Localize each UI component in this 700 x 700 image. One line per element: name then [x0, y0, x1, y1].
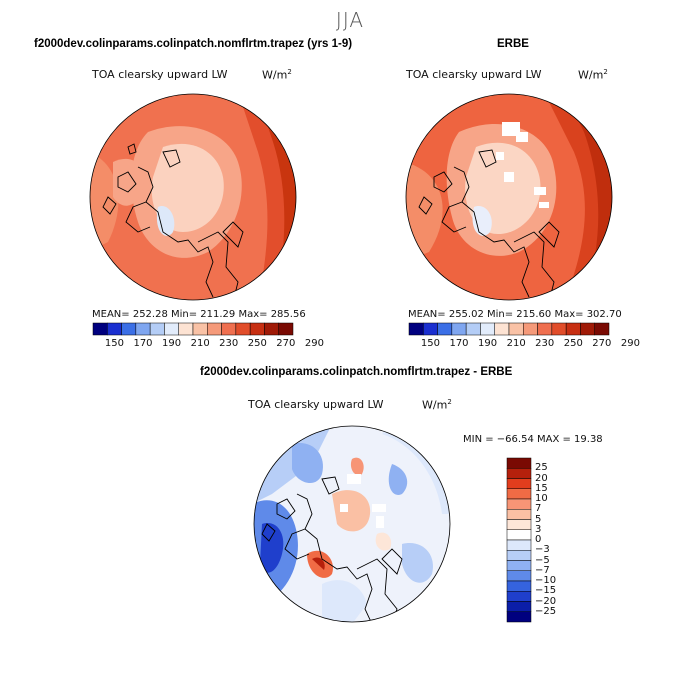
diff-colorbar-tick-label: −5	[535, 554, 550, 566]
diff-stats: MIN = −66.54 MAX = 19.38	[463, 434, 603, 445]
model-colorbar-tick-label: 230	[219, 338, 239, 349]
obs-colorbar	[408, 322, 610, 336]
model-colorbar-tick-label: 290	[304, 338, 324, 349]
diff-variable-label: TOA clearsky upward LW	[248, 398, 384, 411]
diff-colorbar-swatch	[506, 570, 532, 582]
diff-colorbar-swatch	[506, 611, 532, 623]
model-colorbar-tick-label: 270	[276, 338, 296, 349]
obs-colorbar-swatch	[523, 322, 538, 336]
obs-colorbar-swatch	[408, 322, 424, 336]
diff-colorbar-swatch	[506, 539, 532, 551]
diff-colorbar-swatch	[506, 580, 532, 592]
model-colorbar	[92, 322, 294, 336]
diff-polar-map	[253, 425, 451, 623]
obs-panel-heading: ERBE	[497, 38, 529, 50]
obs-colorbar-tick-label: 170	[449, 338, 469, 349]
diff-colorbar-swatch	[506, 509, 532, 520]
model-colorbar-swatch	[207, 322, 222, 336]
diff-colorbar-tick-label: −7	[535, 564, 550, 576]
model-polar-map	[89, 93, 297, 301]
obs-colorbar-tick-label: 150	[420, 338, 440, 349]
obs-colorbar-swatch	[565, 322, 581, 336]
diff-colorbar-tick-label: −3	[535, 544, 550, 556]
obs-variable-label: TOA clearsky upward LW	[406, 68, 542, 81]
model-variable-label: TOA clearsky upward LW	[92, 68, 228, 81]
obs-stats: MEAN= 255.02 Min= 215.60 Max= 302.70	[408, 309, 622, 320]
obs-colorbar-tick-label: 270	[592, 338, 612, 349]
diff-colorbar-tick-label: −20	[535, 595, 557, 607]
diff-colorbar-swatch	[506, 519, 532, 530]
diff-colorbar	[506, 457, 532, 623]
model-colorbar-swatch	[192, 322, 208, 336]
obs-colorbar-swatch	[551, 322, 567, 336]
diff-colorbar-swatch	[506, 550, 532, 561]
diff-colorbar-swatch	[506, 529, 532, 541]
obs-colorbar-swatch	[537, 322, 553, 336]
model-colorbar-swatch	[278, 322, 294, 336]
obs-colorbar-swatch	[594, 322, 610, 336]
obs-colorbar-swatch	[494, 322, 510, 336]
diff-colorbar-swatch	[506, 488, 532, 500]
diff-colorbar-swatch	[506, 468, 532, 479]
diff-colorbar-swatch	[506, 591, 532, 602]
model-colorbar-swatch	[164, 322, 179, 336]
model-colorbar-swatch	[264, 322, 279, 336]
model-colorbar-tick-label: 250	[247, 338, 267, 349]
obs-colorbar-tick-label: 250	[563, 338, 583, 349]
diff-colorbar-tick-label: −10	[535, 575, 557, 586]
obs-polar-map	[405, 93, 613, 301]
model-colorbar-swatch	[121, 322, 137, 336]
model-colorbar-swatch	[249, 322, 265, 336]
obs-colorbar-tick-label: 210	[506, 338, 526, 349]
model-colorbar-swatch	[221, 322, 237, 336]
obs-colorbar-swatch	[580, 322, 595, 336]
diff-colorbar-swatch	[506, 478, 532, 489]
diff-units-label: W/m2	[422, 398, 452, 412]
obs-colorbar-swatch	[437, 322, 453, 336]
diff-panel-heading: f2000dev.colinparams.colinpatch.nomflrtm…	[200, 366, 513, 378]
model-colorbar-tick-label: 150	[104, 338, 124, 349]
diff-colorbar-tick-label: 10	[535, 493, 548, 504]
diff-colorbar-tick-label: 3	[535, 523, 542, 535]
model-colorbar-tick-label: 190	[162, 338, 182, 349]
model-colorbar-swatch	[135, 322, 151, 336]
model-colorbar-swatch	[92, 322, 108, 336]
diff-colorbar-tick-label: 25	[535, 462, 548, 474]
model-colorbar-tick-label: 170	[133, 338, 153, 349]
model-colorbar-swatch	[178, 322, 194, 336]
obs-units-label: W/m2	[578, 68, 608, 82]
diff-colorbar-tick-label: 5	[535, 513, 542, 525]
diff-colorbar-swatch	[506, 457, 532, 469]
obs-colorbar-swatch	[465, 322, 481, 336]
diff-colorbar-swatch	[506, 601, 532, 612]
obs-colorbar-swatch	[451, 322, 467, 336]
obs-colorbar-tick-label: 290	[620, 338, 640, 349]
obs-colorbar-swatch	[480, 322, 495, 336]
model-colorbar-tick-label: 210	[190, 338, 210, 349]
figure-title: JJA	[335, 8, 365, 32]
diff-colorbar-tick-label: 7	[535, 503, 542, 515]
obs-colorbar-swatch	[423, 322, 438, 336]
diff-colorbar-tick-label: 15	[535, 482, 548, 494]
diff-colorbar-tick-label: −25	[535, 605, 557, 617]
diff-colorbar-swatch	[506, 498, 532, 510]
obs-colorbar-tick-label: 190	[478, 338, 498, 349]
model-stats: MEAN= 252.28 Min= 211.29 Max= 285.56	[92, 309, 306, 320]
model-colorbar-swatch	[149, 322, 165, 336]
model-panel-heading: f2000dev.colinparams.colinpatch.nomflrtm…	[34, 38, 353, 50]
model-colorbar-swatch	[107, 322, 122, 336]
diff-colorbar-tick-label: 20	[535, 472, 548, 484]
obs-colorbar-swatch	[508, 322, 524, 336]
diff-colorbar-swatch	[506, 560, 532, 571]
model-colorbar-swatch	[235, 322, 251, 336]
diff-colorbar-tick-label: 0	[535, 534, 542, 545]
model-units-label: W/m2	[262, 68, 292, 82]
obs-colorbar-tick-label: 230	[535, 338, 555, 349]
diff-colorbar-tick-label: −15	[535, 585, 557, 597]
